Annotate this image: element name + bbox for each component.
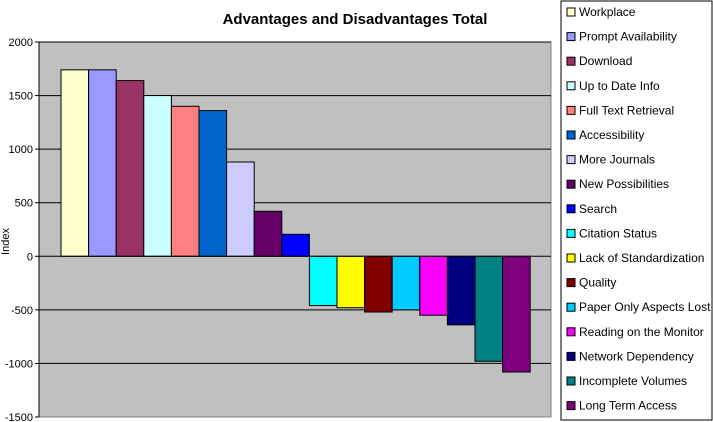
legend-label: Quality (579, 276, 616, 290)
bars (60, 69, 531, 373)
legend-label: Download (579, 54, 632, 68)
legend-swatch (566, 401, 576, 411)
legend-swatch (566, 130, 576, 140)
legend-swatch (566, 179, 576, 189)
y-tick-label: 2000 (9, 37, 33, 49)
bar (364, 255, 393, 313)
legend-swatch (566, 105, 576, 115)
legend-swatch (566, 253, 576, 263)
bar (308, 255, 338, 307)
legend-swatch (566, 7, 576, 17)
bar (115, 80, 145, 257)
legend-label: Full Text Retrieval (579, 103, 674, 117)
legend-label: Reading on the Monitor (579, 325, 704, 339)
legend-swatch (566, 228, 576, 238)
legend-swatch (566, 32, 576, 42)
y-tick-label: -1500 (5, 412, 33, 422)
y-axis-ticks: 2000 1500 1000 500 0 -500 -1000 -1500 (5, 37, 39, 422)
bar (226, 161, 255, 257)
y-tick-label: 1500 (9, 91, 33, 103)
legend-label: Citation Status (579, 226, 657, 240)
legend-swatch (566, 204, 576, 214)
bar (143, 95, 172, 257)
y-tick-label: 0 (27, 251, 33, 263)
bar (419, 255, 448, 316)
bar (198, 110, 228, 257)
bar (60, 69, 90, 257)
bar (391, 255, 421, 311)
legend-swatch (566, 351, 576, 361)
legend-swatch (566, 155, 576, 165)
legend-swatch (566, 56, 576, 66)
legend-label: Prompt Availability (579, 30, 677, 44)
bar (474, 255, 504, 362)
legend-swatch (566, 327, 576, 337)
y-tick-label: 1000 (9, 144, 33, 156)
legend-label: Search (579, 202, 617, 216)
y-tick-label: 500 (15, 198, 33, 210)
legend-label: Incomplete Volumes (579, 374, 687, 388)
legend-label: Workplace (579, 5, 636, 19)
legend-swatch (566, 376, 576, 386)
legend-items: Workplace Prompt Availability Download Up t… (566, 5, 711, 413)
y-axis-label: Index (0, 228, 12, 255)
legend-label: Up to Date Info (579, 79, 660, 93)
legend-label: Network Dependency (579, 349, 694, 363)
legend (560, 0, 713, 421)
legend-label: Paper Only Aspects Lost (579, 300, 711, 314)
legend-swatch (566, 278, 576, 288)
legend-swatch (566, 81, 576, 91)
bar (88, 69, 117, 257)
bar (281, 233, 310, 257)
bar (170, 105, 200, 257)
chart-title: Advantages and Disadvantages Total (223, 11, 488, 28)
legend-label: More Journals (579, 153, 655, 167)
legend-label: Lack of Standardization (579, 251, 704, 265)
legend-label: New Possibilities (579, 177, 669, 191)
legend-swatch (566, 302, 576, 312)
y-tick-label: -500 (11, 305, 33, 317)
legend-label: Accessibility (579, 128, 644, 142)
legend-label: Long Term Access (579, 399, 677, 413)
y-tick-label: -1000 (5, 358, 33, 370)
bar (502, 255, 531, 373)
bar (336, 255, 366, 309)
bar (253, 210, 283, 257)
bar (446, 255, 476, 326)
